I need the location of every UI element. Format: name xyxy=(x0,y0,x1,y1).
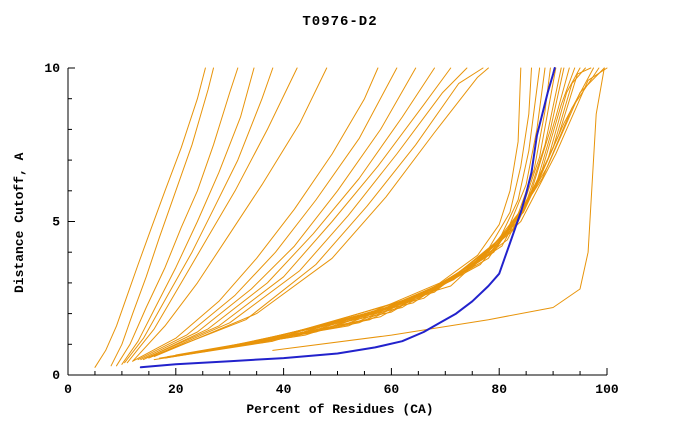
model-12-line xyxy=(148,67,468,359)
model-06-line xyxy=(132,67,328,362)
model-23-line xyxy=(191,67,570,354)
model-24-line xyxy=(196,67,576,353)
model-10-line xyxy=(143,67,435,361)
model-28-line xyxy=(229,67,594,348)
y-tick-label: 5 xyxy=(52,215,60,230)
x-tick-label: 20 xyxy=(168,382,184,397)
model-04-line xyxy=(124,67,274,364)
x-axis-label: Percent of Residues (CA) xyxy=(246,402,434,417)
x-tick-label: 80 xyxy=(491,382,507,397)
model-03-line xyxy=(121,67,255,365)
model-32-line xyxy=(272,67,605,351)
model-08-line xyxy=(137,67,398,361)
best-model-line xyxy=(139,67,556,369)
model-31-line xyxy=(261,67,608,344)
model-13-line xyxy=(151,67,484,358)
model-30-line xyxy=(250,67,605,345)
model-01-line xyxy=(110,67,214,367)
x-tick-label: 60 xyxy=(384,382,400,397)
model-15-line xyxy=(153,67,522,361)
model-27-line xyxy=(218,67,592,350)
model-16-line xyxy=(159,67,532,359)
x-tick-label: 40 xyxy=(276,382,292,397)
model-05-line xyxy=(126,67,298,364)
x-tick-label: 100 xyxy=(595,382,619,397)
model-07-line xyxy=(132,67,379,362)
model-17-line xyxy=(164,67,541,359)
y-tick-label: 10 xyxy=(44,61,60,76)
model-11-line xyxy=(145,67,452,359)
chart-title: T0976-D2 xyxy=(302,14,378,30)
model-22-line xyxy=(186,67,565,354)
model-26-line xyxy=(207,67,586,351)
x-tick-label: 0 xyxy=(64,382,72,397)
model-02-line xyxy=(116,67,239,367)
model-09-line xyxy=(140,67,417,361)
model-00-line xyxy=(94,67,206,368)
y-tick-label: 0 xyxy=(52,368,60,383)
model-14-line xyxy=(153,67,489,358)
